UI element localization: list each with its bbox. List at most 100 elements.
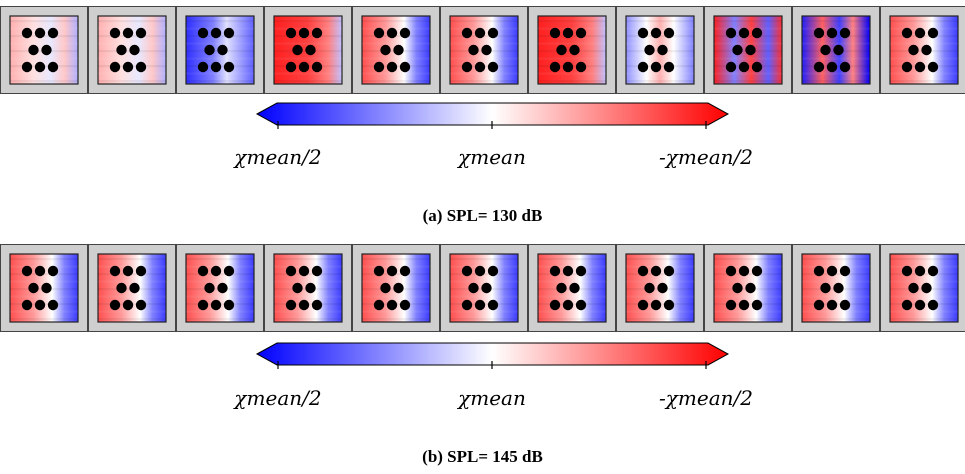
panel-a-3 bbox=[176, 6, 264, 94]
cylinder-marker bbox=[373, 265, 385, 277]
cylinder-marker bbox=[813, 299, 825, 311]
cylinder-marker bbox=[21, 299, 33, 311]
cylinder-marker bbox=[373, 61, 385, 73]
panel-b-5 bbox=[352, 244, 440, 332]
cylinder-marker bbox=[474, 27, 486, 39]
cylinder-marker bbox=[122, 27, 134, 39]
cylinder-marker bbox=[569, 44, 580, 56]
cylinder-marker bbox=[575, 27, 587, 39]
cylinder-marker bbox=[135, 265, 147, 277]
cylinder-marker bbox=[914, 27, 926, 39]
cylinder-marker bbox=[833, 44, 844, 56]
colorbar-a-tick-mid: χmean bbox=[458, 145, 526, 169]
panel-strip-b-svg bbox=[0, 244, 965, 332]
caption-a: (a) SPL= 130 dB bbox=[422, 206, 543, 225]
cylinder-marker bbox=[657, 44, 668, 56]
cylinder-marker bbox=[921, 44, 932, 56]
cylinder-marker bbox=[751, 27, 763, 39]
panel-b-7 bbox=[528, 244, 616, 332]
panel-a-9 bbox=[704, 6, 792, 94]
cylinder-marker bbox=[745, 44, 756, 56]
cylinder-marker bbox=[901, 265, 913, 277]
cylinder-marker bbox=[311, 27, 323, 39]
cylinder-marker bbox=[725, 299, 737, 311]
cylinder-marker bbox=[839, 299, 851, 311]
cylinder-marker bbox=[311, 299, 323, 311]
cylinder-marker bbox=[751, 61, 763, 73]
cylinder-marker bbox=[487, 299, 499, 311]
cylinder-marker bbox=[575, 61, 587, 73]
cylinder-marker bbox=[223, 61, 235, 73]
cylinder-marker bbox=[197, 299, 209, 311]
panel-b-4 bbox=[264, 244, 352, 332]
cylinder-marker bbox=[914, 265, 926, 277]
cylinder-marker bbox=[380, 282, 391, 294]
cylinder-marker bbox=[927, 299, 939, 311]
cylinder-marker bbox=[663, 61, 675, 73]
cylinder-marker bbox=[549, 27, 561, 39]
cylinder-marker bbox=[549, 265, 561, 277]
cylinder-marker bbox=[481, 282, 492, 294]
panel-b-2 bbox=[88, 244, 176, 332]
cylinder-marker bbox=[34, 299, 46, 311]
cylinder-marker bbox=[732, 282, 743, 294]
cylinder-marker bbox=[47, 27, 59, 39]
cylinder-marker bbox=[285, 27, 297, 39]
cylinder-marker bbox=[549, 299, 561, 311]
cylinder-marker bbox=[393, 44, 404, 56]
cylinder-marker bbox=[210, 299, 222, 311]
cylinder-marker bbox=[386, 299, 398, 311]
cylinder-marker bbox=[481, 44, 492, 56]
cylinder-marker bbox=[135, 27, 147, 39]
cylinder-marker bbox=[298, 265, 310, 277]
cylinder-marker bbox=[927, 61, 939, 73]
cylinder-marker bbox=[109, 61, 121, 73]
cylinder-marker bbox=[637, 265, 649, 277]
cylinder-marker bbox=[217, 44, 228, 56]
cylinder-marker bbox=[738, 61, 750, 73]
cylinder-marker bbox=[839, 61, 851, 73]
cylinder-marker bbox=[820, 44, 831, 56]
cylinder-marker bbox=[820, 282, 831, 294]
cylinder-marker bbox=[751, 265, 763, 277]
panel-a-1 bbox=[0, 6, 88, 94]
cylinder-marker bbox=[474, 265, 486, 277]
cylinder-marker bbox=[461, 61, 473, 73]
cylinder-marker bbox=[663, 265, 675, 277]
cylinder-marker bbox=[901, 299, 913, 311]
cylinder-marker bbox=[386, 27, 398, 39]
panel-a-6 bbox=[440, 6, 528, 94]
cylinder-marker bbox=[657, 282, 668, 294]
cylinder-marker bbox=[298, 299, 310, 311]
cylinder-marker bbox=[914, 61, 926, 73]
cylinder-marker bbox=[487, 61, 499, 73]
cylinder-marker bbox=[725, 27, 737, 39]
cylinder-marker bbox=[305, 44, 316, 56]
cylinder-marker bbox=[399, 27, 411, 39]
cylinder-marker bbox=[549, 61, 561, 73]
cylinder-marker bbox=[562, 27, 574, 39]
cylinder-marker bbox=[386, 61, 398, 73]
cylinder-marker bbox=[399, 299, 411, 311]
cylinder-marker bbox=[41, 282, 52, 294]
cylinder-marker bbox=[34, 61, 46, 73]
cylinder-marker bbox=[461, 265, 473, 277]
cylinder-marker bbox=[109, 27, 121, 39]
cylinder-marker bbox=[285, 265, 297, 277]
cylinder-marker bbox=[47, 265, 59, 277]
cylinder-marker bbox=[223, 265, 235, 277]
cylinder-marker bbox=[197, 27, 209, 39]
cylinder-marker bbox=[298, 27, 310, 39]
cylinder-marker bbox=[556, 282, 567, 294]
cylinder-marker bbox=[914, 299, 926, 311]
caption-b: (b) SPL= 145 dB bbox=[422, 447, 543, 466]
cylinder-marker bbox=[292, 44, 303, 56]
panel-strip-a-svg bbox=[0, 6, 965, 94]
cylinder-marker bbox=[927, 265, 939, 277]
cylinder-marker bbox=[562, 61, 574, 73]
cylinder-marker bbox=[28, 44, 39, 56]
cylinder-marker bbox=[197, 265, 209, 277]
cylinder-marker bbox=[813, 265, 825, 277]
panel-a-11 bbox=[880, 6, 965, 94]
cylinder-marker bbox=[839, 27, 851, 39]
